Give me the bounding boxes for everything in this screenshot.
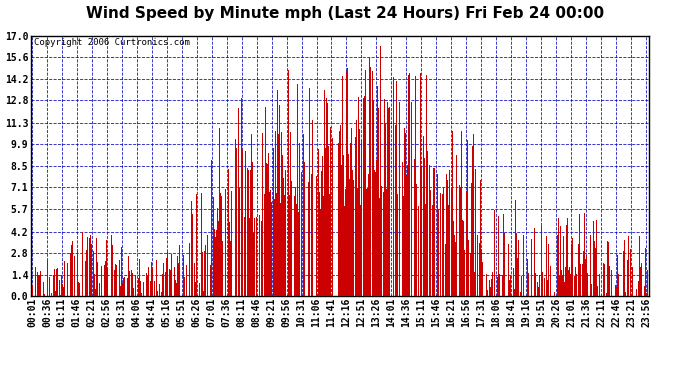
Text: Copyright 2006 Curtronics.com: Copyright 2006 Curtronics.com xyxy=(34,38,190,47)
Text: Wind Speed by Minute mph (Last 24 Hours) Fri Feb 24 00:00: Wind Speed by Minute mph (Last 24 Hours)… xyxy=(86,6,604,21)
